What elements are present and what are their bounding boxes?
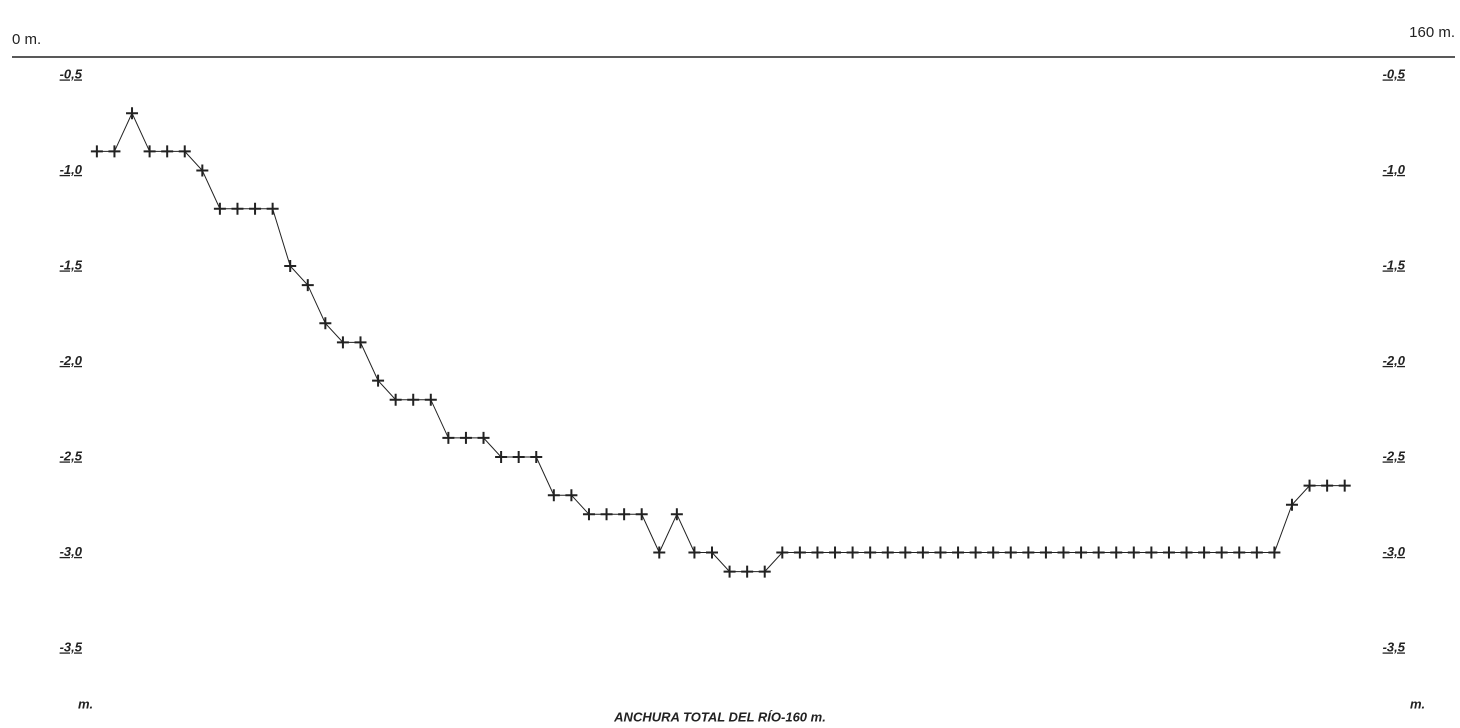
- point-marker: [1268, 546, 1281, 559]
- point-marker: [1057, 546, 1070, 559]
- point-marker: [442, 431, 455, 444]
- y2-tick-label: -2,5: [1383, 448, 1406, 463]
- point-marker: [846, 546, 859, 559]
- point-marker: [793, 546, 806, 559]
- point-marker: [688, 546, 701, 559]
- y2-tick-label: -3,5: [1383, 639, 1406, 654]
- point-marker: [249, 202, 262, 215]
- point-marker: [459, 431, 472, 444]
- point-marker: [600, 508, 613, 521]
- point-marker: [389, 393, 402, 406]
- point-marker: [723, 565, 736, 578]
- point-marker: [1303, 479, 1316, 492]
- point-marker: [319, 317, 332, 330]
- point-marker: [1145, 546, 1158, 559]
- y2-tick-label: -1,5: [1383, 257, 1406, 272]
- point-marker: [424, 393, 437, 406]
- y-tick-label: -1,0: [60, 162, 83, 177]
- y-tick-label: -3,5: [60, 639, 83, 654]
- point-marker: [565, 489, 578, 502]
- point-marker: [618, 508, 631, 521]
- point-marker: [758, 565, 771, 578]
- point-marker: [899, 546, 912, 559]
- point-marker: [811, 546, 824, 559]
- right-unit-label: m.: [1410, 696, 1425, 711]
- profile-line: [96, 112, 1345, 573]
- point-marker: [143, 145, 156, 158]
- point-marker: [881, 546, 894, 559]
- point-marker: [635, 508, 648, 521]
- point-marker: [301, 279, 314, 292]
- point-marker: [653, 546, 666, 559]
- right-width-label: 160 m.: [1409, 24, 1455, 41]
- point-marker: [1285, 498, 1298, 511]
- point-marker: [1198, 546, 1211, 559]
- point-marker: [1215, 546, 1228, 559]
- point-marker: [934, 546, 947, 559]
- y-tick-label: -3,0: [60, 544, 83, 559]
- point-marker: [178, 145, 191, 158]
- point-marker: [354, 336, 367, 349]
- left-unit-label: m.: [78, 696, 93, 711]
- y2-tick-label: -0,5: [1383, 66, 1406, 81]
- y-tick-label: -0,5: [60, 66, 83, 81]
- point-marker: [582, 508, 595, 521]
- point-marker: [916, 546, 929, 559]
- point-marker: [213, 202, 226, 215]
- left-width-label: 0 m.: [12, 31, 41, 48]
- point-marker: [1127, 546, 1140, 559]
- point-marker: [495, 451, 508, 463]
- point-marker: [372, 374, 385, 387]
- y-tick-label: -2,0: [60, 353, 83, 368]
- point-marker: [196, 164, 209, 177]
- point-marker: [161, 145, 174, 158]
- point-marker: [90, 145, 103, 158]
- chart-title: ANCHURA TOTAL DEL RÍO-160 m.: [613, 709, 826, 724]
- point-marker: [1180, 546, 1193, 559]
- y2-tick-label: -2,0: [1383, 353, 1406, 368]
- point-marker: [284, 260, 297, 272]
- y2-tick-label: -1,0: [1383, 162, 1406, 177]
- point-marker: [952, 546, 965, 559]
- point-marker: [1233, 546, 1246, 559]
- point-marker: [741, 565, 754, 578]
- point-marker: [336, 336, 349, 349]
- point-marker: [864, 546, 877, 559]
- point-marker: [829, 546, 842, 559]
- y-tick-label: -1,5: [60, 257, 83, 272]
- point-marker: [231, 202, 244, 215]
- point-marker: [706, 546, 718, 559]
- point-marker: [530, 451, 543, 463]
- point-marker: [969, 546, 982, 559]
- point-marker: [266, 202, 279, 215]
- point-marker: [1039, 546, 1052, 559]
- point-marker: [108, 145, 121, 158]
- point-marker: [776, 546, 789, 559]
- y-tick-label: -2,5: [60, 448, 83, 463]
- point-marker: [512, 451, 525, 463]
- point-marker: [1338, 479, 1351, 492]
- point-marker: [126, 107, 139, 120]
- point-marker: [547, 489, 560, 502]
- point-marker: [1321, 479, 1334, 492]
- point-marker: [1004, 546, 1017, 559]
- point-marker: [1162, 546, 1175, 559]
- point-marker: [1022, 546, 1035, 559]
- point-marker: [670, 508, 683, 521]
- point-marker: [1075, 546, 1088, 559]
- point-marker: [1250, 546, 1263, 559]
- y2-tick-label: -3,0: [1383, 544, 1406, 559]
- point-marker: [477, 431, 490, 444]
- point-marker: [1110, 546, 1123, 559]
- point-marker: [1092, 546, 1105, 559]
- point-marker: [987, 546, 1000, 559]
- point-marker: [407, 393, 420, 406]
